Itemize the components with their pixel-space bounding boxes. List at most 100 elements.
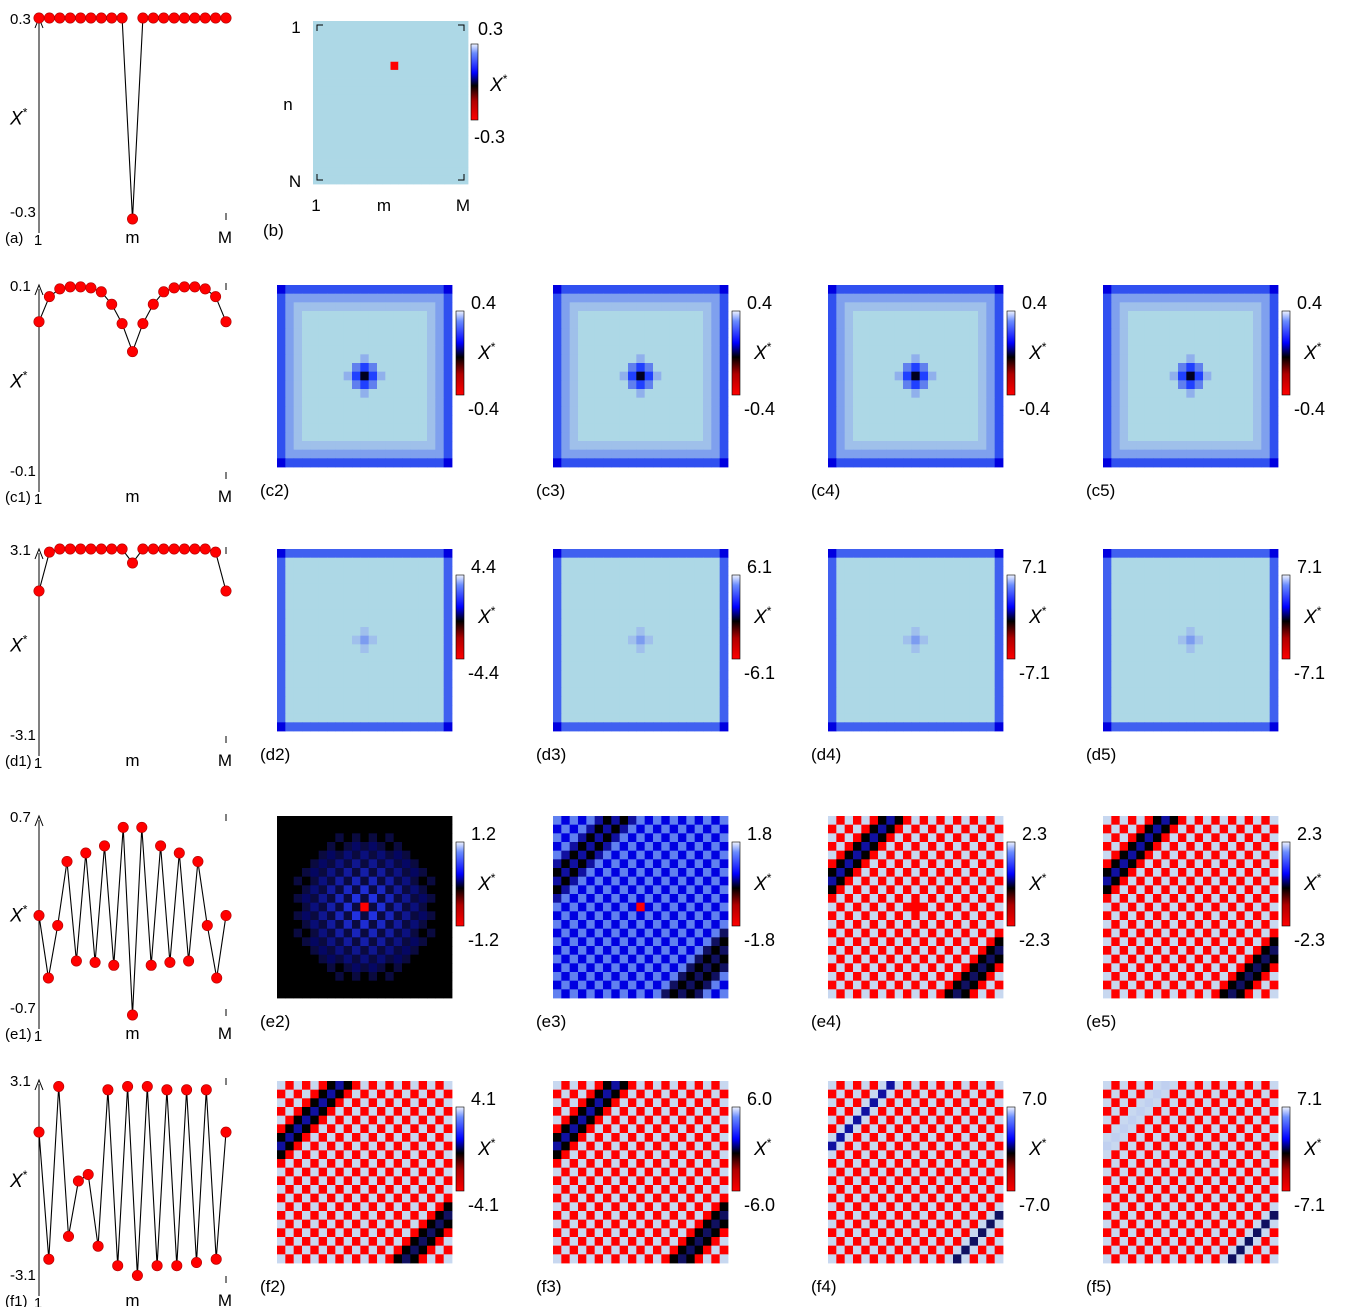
heatmap-cell (1253, 557, 1262, 567)
heatmap-cell (1269, 285, 1279, 295)
heatmap-cell (1161, 601, 1171, 611)
heatmap-cell (402, 319, 411, 329)
heatmap-cell (402, 449, 411, 459)
heatmap-cell (352, 833, 361, 843)
heatmap-cell (669, 824, 679, 834)
heatmap-cell (418, 389, 428, 399)
heatmap-cell (903, 644, 912, 654)
heatmap-cell (961, 609, 971, 619)
heatmap-cell (1269, 575, 1279, 585)
heatmap-cell (919, 627, 929, 637)
heatmap-cell (410, 618, 420, 628)
heatmap-cell (569, 972, 579, 982)
heatmap-cell (320, 167, 329, 177)
heatmap-cell (360, 972, 370, 982)
heatmap-cell (421, 126, 430, 136)
heatmap-cell (327, 423, 336, 433)
heatmap-cell (603, 627, 612, 637)
data-point (201, 919, 213, 931)
heatmap-cell (561, 937, 571, 947)
heatmap-cell (661, 687, 671, 697)
heatmap-cell (994, 679, 1004, 689)
heatmap-cell (644, 354, 654, 364)
heatmap-cell (569, 557, 579, 567)
heatmap-cell (393, 566, 403, 576)
data-point (99, 840, 111, 852)
heatmap-cell (678, 894, 687, 904)
heatmap-panel-d4: 7.1-7.1X*(d4) (811, 549, 1050, 764)
heatmap-cell (1211, 549, 1221, 559)
heatmap-cell (828, 293, 837, 303)
heatmap-cell (844, 627, 854, 637)
heatmap-cell (351, 21, 360, 30)
heatmap-cell (703, 824, 712, 834)
heatmap-cell (293, 894, 303, 904)
heatmap-cell (961, 371, 971, 381)
heatmap-cell (343, 972, 353, 982)
heatmap-cell (427, 885, 436, 895)
heatmap-cell (661, 311, 671, 321)
heatmap-cell (644, 371, 654, 381)
heatmap-cell (382, 159, 391, 169)
heatmap-cell (561, 679, 571, 689)
heatmap-cell (1253, 592, 1262, 602)
heatmap-cell (328, 135, 337, 144)
heatmap-cell (969, 423, 979, 433)
heatmap-cell (460, 45, 469, 54)
heatmap-cell (1219, 653, 1229, 663)
heatmap-cell (553, 363, 562, 373)
heatmap-cell (1119, 458, 1129, 468)
heatmap-cell (382, 143, 391, 152)
heatmap-cell (1228, 609, 1237, 619)
heatmap-cell (1136, 406, 1146, 416)
heatmap-cell (277, 963, 286, 973)
heatmap-cell (385, 937, 395, 947)
data-point (72, 1175, 84, 1187)
heatmap-cell (561, 609, 571, 619)
heatmap-cell (302, 980, 311, 990)
heatmap-cell (553, 911, 562, 921)
heatmap-cell (853, 575, 862, 585)
heatmap-cell (327, 661, 336, 671)
heatmap-cell (427, 722, 436, 732)
heatmap-cell (443, 371, 453, 381)
heatmap-cell (402, 575, 411, 585)
heatmap-cell (368, 653, 378, 663)
heatmap-cell (653, 441, 662, 451)
heatmap-cell (1211, 371, 1221, 381)
heatmap-cell (953, 441, 962, 451)
heatmap-cell (310, 618, 320, 628)
heatmap-cell (628, 311, 637, 321)
heatmap-cell (393, 415, 403, 425)
heatmap-cell (928, 644, 937, 654)
heatmap-cell (285, 397, 295, 407)
heatmap-cell (594, 920, 604, 930)
heatmap-cell (586, 816, 596, 826)
heatmap-cell (1136, 679, 1146, 689)
heatmap-cell (406, 175, 415, 185)
heatmap-cell (661, 644, 671, 654)
heatmap-cell (861, 557, 871, 567)
heatmap-cell (569, 380, 579, 390)
heatmap-cell (569, 687, 579, 697)
heatmap-cell (711, 566, 721, 576)
heatmap-cell (427, 876, 436, 886)
heatmap-cell (285, 609, 295, 619)
heatmap-cell (352, 328, 361, 338)
heatmap-cell (385, 635, 395, 645)
heatmap-cell (285, 285, 295, 295)
heatmap-cell (406, 45, 415, 54)
heatmap-cell (427, 549, 436, 559)
heatmap-cell (936, 328, 946, 338)
heatmap-cell (427, 679, 436, 689)
heatmap-cell (894, 389, 904, 399)
heatmap-cell (1194, 601, 1204, 611)
heatmap-cell (969, 371, 979, 381)
heatmap-cell (367, 94, 376, 103)
heatmap-cell (302, 618, 311, 628)
heatmap-cell (418, 876, 428, 886)
heatmap-cell (961, 687, 971, 697)
heatmap-cell (1178, 575, 1187, 585)
heatmap-cell (586, 833, 596, 843)
heatmap-cell (313, 151, 322, 160)
